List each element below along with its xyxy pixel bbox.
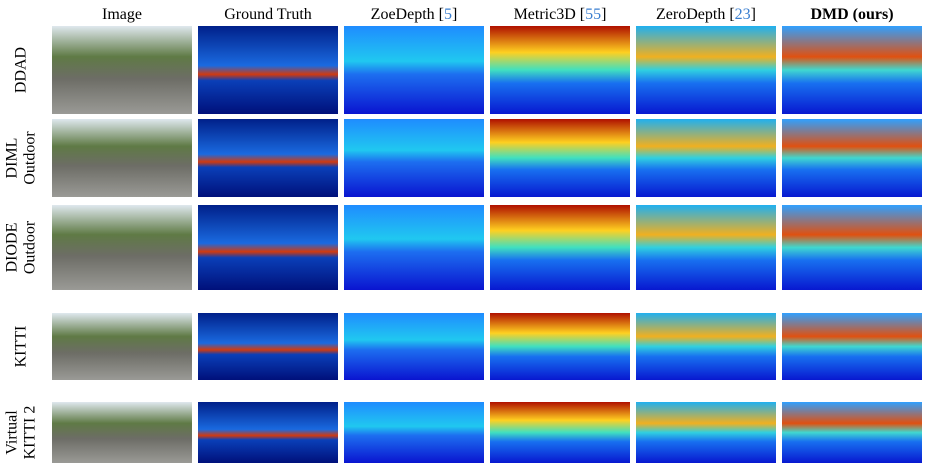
citation: 5 <box>444 6 452 23</box>
depth-map <box>344 205 484 290</box>
depth-map <box>782 205 922 290</box>
column-header: Ground Truth <box>224 6 312 23</box>
depth-map <box>344 313 484 380</box>
depth-map <box>490 119 630 197</box>
header-text: ZeroDepth [ <box>656 6 735 23</box>
row-label: Outdoor <box>22 131 39 185</box>
row-label: DDAD <box>13 47 30 93</box>
column-header: DMD (ours) <box>810 6 893 23</box>
input-image <box>52 313 192 380</box>
input-image <box>52 205 192 290</box>
depth-map <box>782 313 922 380</box>
input-image <box>52 26 192 114</box>
depth-map <box>782 119 922 197</box>
depth-map <box>344 119 484 197</box>
depth-map <box>344 26 484 114</box>
citation: 55 <box>585 6 601 23</box>
column-header: ZeroDepth [23] <box>656 6 756 23</box>
depth-map <box>490 26 630 114</box>
depth-map <box>636 313 776 380</box>
depth-map <box>490 402 630 463</box>
column-header: Metric3D [55] <box>514 6 607 23</box>
depth-map <box>782 26 922 114</box>
citation: 23 <box>735 6 751 23</box>
column-header: ZoeDepth [5] <box>371 6 458 23</box>
depth-map <box>198 402 338 463</box>
row-label: KITTI <box>13 326 30 368</box>
header-text: ZoeDepth [ <box>371 6 444 23</box>
depth-map <box>198 313 338 380</box>
header-text: ] <box>751 6 756 23</box>
row-label: DIODE <box>4 223 21 273</box>
row-label: KITTI 2 <box>22 406 39 460</box>
header-text: Image <box>102 6 142 23</box>
header-text: ] <box>452 6 457 23</box>
depth-map <box>198 119 338 197</box>
input-image <box>52 402 192 463</box>
depth-map <box>344 402 484 463</box>
depth-map <box>490 313 630 380</box>
depth-map <box>198 205 338 290</box>
row-label: DIML <box>4 138 21 179</box>
row-label: Virtual <box>4 410 21 455</box>
depth-map <box>782 402 922 463</box>
header-text: Ground Truth <box>224 6 312 23</box>
depth-map <box>636 119 776 197</box>
depth-map <box>636 402 776 463</box>
depth-map <box>490 205 630 290</box>
depth-map <box>198 26 338 114</box>
depth-map <box>636 205 776 290</box>
column-header: Image <box>102 6 142 23</box>
header-text: DMD (ours) <box>810 6 893 23</box>
header-text: Metric3D [ <box>514 6 586 23</box>
row-label: Outdoor <box>22 220 39 274</box>
depth-map <box>636 26 776 114</box>
input-image <box>52 119 192 197</box>
header-text: ] <box>601 6 606 23</box>
